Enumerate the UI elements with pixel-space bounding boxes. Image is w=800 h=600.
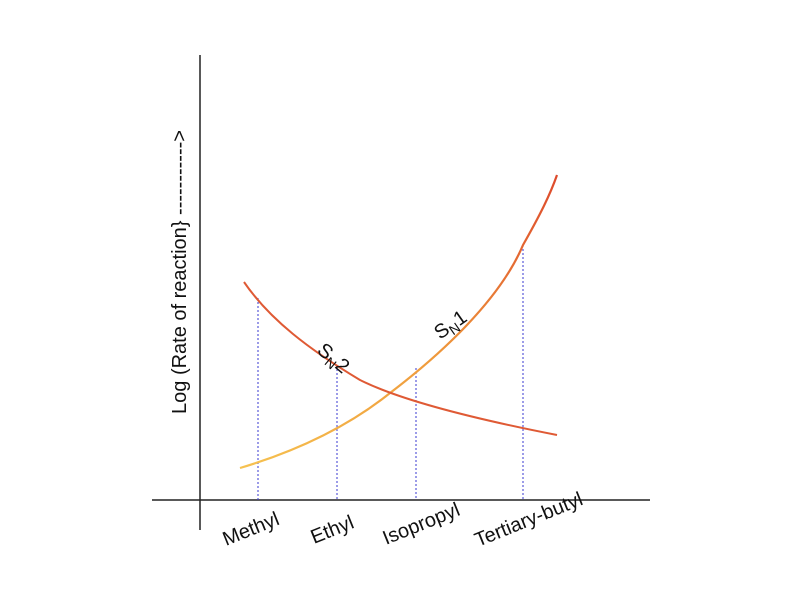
category-label: Tertiary-butyl	[472, 488, 586, 551]
drop-lines	[257, 245, 524, 500]
category-label: Ethyl	[308, 512, 357, 549]
sn2-label: SN2	[312, 339, 354, 380]
category-label: Methyl	[220, 508, 283, 550]
category-label: Isopropyl	[380, 499, 463, 550]
sn2-curve	[243, 281, 558, 436]
sn1-curve	[239, 174, 559, 470]
y-axis-label: Log (Rate of reaction} ----------->	[169, 130, 191, 414]
